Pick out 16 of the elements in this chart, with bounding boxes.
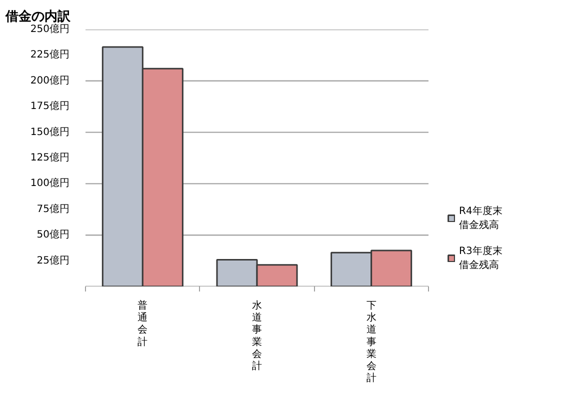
y-tick-label: 100億円 xyxy=(30,177,70,190)
y-tick-label: 125億円 xyxy=(30,152,70,164)
x-tick-label: 普通会計 xyxy=(138,300,148,348)
y-tick-label: 175億円 xyxy=(30,100,70,112)
y-tick-label: 150億円 xyxy=(30,126,70,138)
y-tick-label: 50億円 xyxy=(36,228,70,241)
legend-label: R4年度末借金残高 xyxy=(459,204,502,232)
y-tick-label: 250億円 xyxy=(30,23,70,35)
x-tick-label: 水道事業会計 xyxy=(252,300,262,372)
y-tick-label: 225億円 xyxy=(30,48,70,61)
y-tick-label: 25億円 xyxy=(36,254,70,266)
y-tick-label: 200億円 xyxy=(30,74,70,86)
chart-title: 借金の内訳 xyxy=(4,8,72,24)
x-tick-label: 下水道事業会計 xyxy=(366,300,376,384)
y-tick-label: 75億円 xyxy=(36,202,70,215)
legend-label: R3年度末借金残高 xyxy=(459,244,502,272)
